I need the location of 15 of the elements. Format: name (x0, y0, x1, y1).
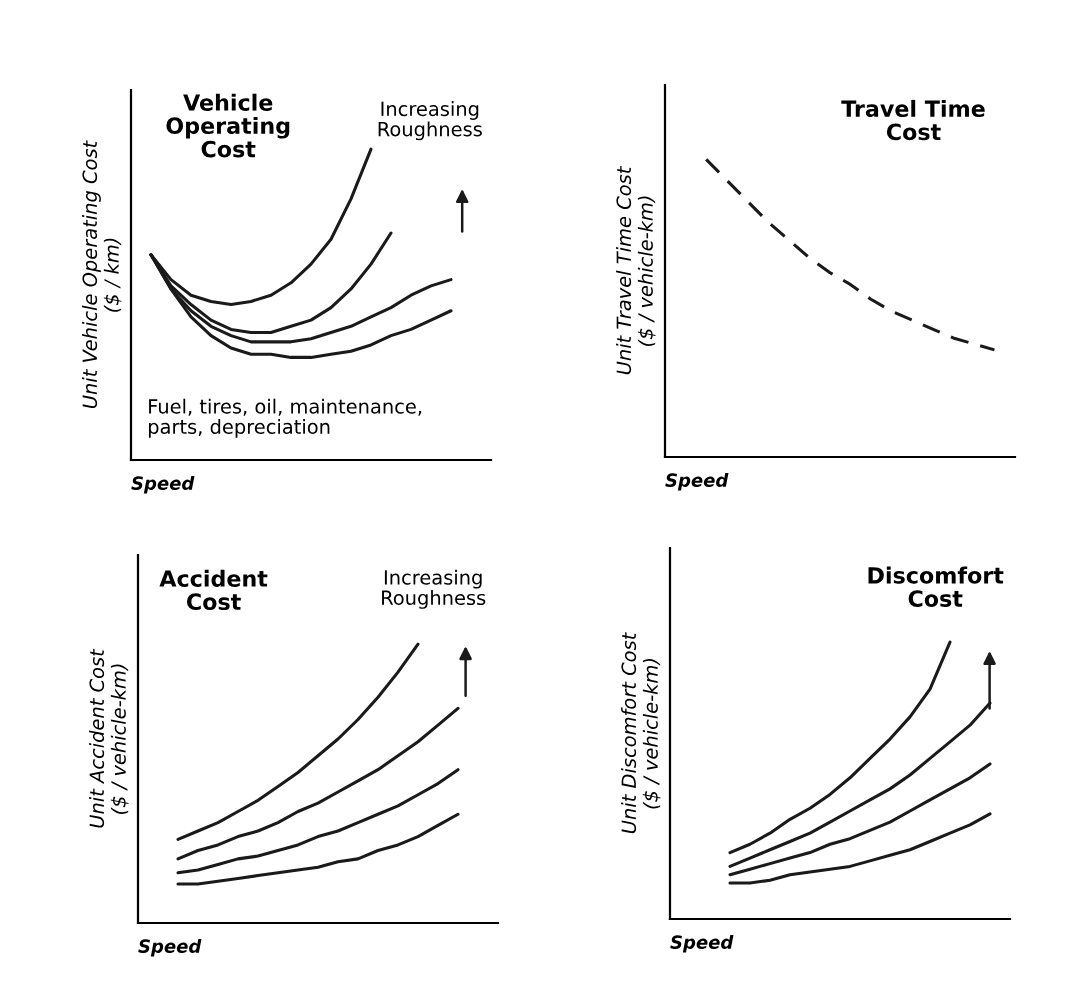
text: Increasing Roughness (382, 569, 486, 609)
chart-title: Accident Cost (159, 569, 268, 611)
text: Increasing Roughness (378, 101, 482, 141)
chart-title: Discomfort Cost (868, 566, 1004, 607)
y-axis-title: Unit Vehicle Operating Cost ($ / km) (82, 140, 122, 409)
chart-title: Travel Time Cost (841, 99, 985, 141)
y-axis-title: Unit Discomfort Cost ($ / vehicle-km) (621, 632, 661, 834)
x-axis-title: Speed (131, 475, 195, 494)
annotation: Fuel, tires, oil, maintenance, parts, depreciation (148, 398, 422, 438)
x-axis-title: Speed (670, 934, 734, 953)
x-axis-title: Speed (138, 938, 202, 957)
x-axis-title: Speed (665, 472, 729, 491)
y-axis-title: Unit Travel Time Cost ($ / vehicle-km) (616, 166, 656, 375)
chart-title: Vehicle Operating Cost (166, 93, 290, 158)
y-axis-title: Unit Accident Cost ($ / vehicle-km) (89, 648, 129, 828)
